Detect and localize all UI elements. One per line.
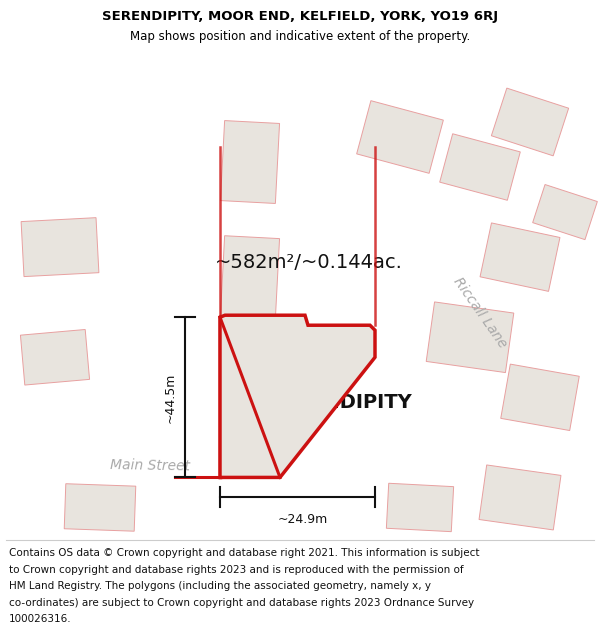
Text: 100026316.: 100026316.	[9, 614, 71, 624]
Polygon shape	[295, 102, 600, 398]
Polygon shape	[533, 184, 598, 239]
Text: ~44.5m: ~44.5m	[164, 372, 177, 423]
Polygon shape	[220, 315, 375, 478]
Polygon shape	[21, 217, 99, 277]
Text: Main Street: Main Street	[110, 458, 190, 473]
Text: to Crown copyright and database rights 2023 and is reproduced with the permissio: to Crown copyright and database rights 2…	[9, 564, 464, 574]
Polygon shape	[220, 121, 280, 204]
Polygon shape	[0, 438, 600, 488]
Text: HM Land Registry. The polygons (including the associated geometry, namely x, y: HM Land Registry. The polygons (includin…	[9, 581, 431, 591]
Text: SERENDIPITY, MOOR END, KELFIELD, YORK, YO19 6RJ: SERENDIPITY, MOOR END, KELFIELD, YORK, Y…	[102, 10, 498, 23]
Polygon shape	[20, 329, 89, 385]
Polygon shape	[356, 101, 443, 173]
Polygon shape	[220, 236, 280, 319]
Polygon shape	[491, 88, 569, 156]
Polygon shape	[64, 484, 136, 531]
Polygon shape	[426, 302, 514, 372]
Polygon shape	[0, 357, 105, 468]
Polygon shape	[480, 223, 560, 291]
Polygon shape	[479, 465, 561, 530]
Polygon shape	[501, 364, 579, 431]
Polygon shape	[386, 483, 454, 532]
Polygon shape	[200, 102, 240, 277]
Polygon shape	[440, 134, 520, 200]
Text: SERENDIPITY: SERENDIPITY	[268, 393, 412, 412]
Text: Riccall Lane: Riccall Lane	[451, 274, 509, 350]
Text: Map shows position and indicative extent of the property.: Map shows position and indicative extent…	[130, 31, 470, 44]
Text: ~582m²/~0.144ac.: ~582m²/~0.144ac.	[215, 253, 403, 272]
Text: ~24.9m: ~24.9m	[277, 514, 328, 526]
Text: co-ordinates) are subject to Crown copyright and database rights 2023 Ordnance S: co-ordinates) are subject to Crown copyr…	[9, 598, 474, 608]
Text: Contains OS data © Crown copyright and database right 2021. This information is : Contains OS data © Crown copyright and d…	[9, 548, 479, 558]
